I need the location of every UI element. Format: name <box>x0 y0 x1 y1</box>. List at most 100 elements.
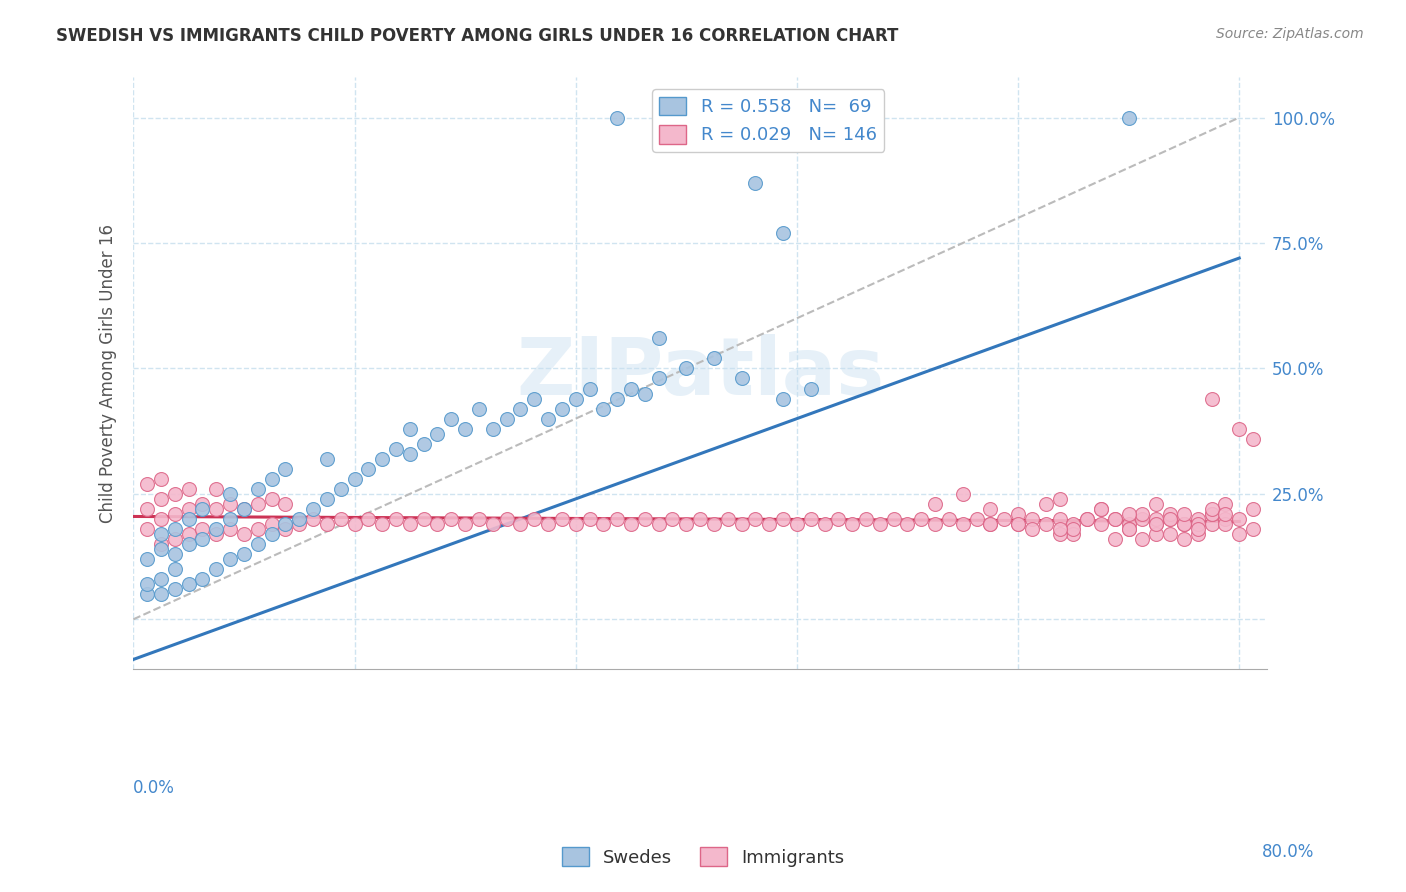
Point <box>1159 527 1181 541</box>
Point <box>1049 527 1071 541</box>
Point <box>219 512 242 526</box>
Point <box>730 516 752 531</box>
Point <box>219 552 242 566</box>
Point <box>979 516 1001 531</box>
Point <box>149 587 172 601</box>
Point <box>966 512 988 526</box>
Point <box>1062 522 1084 536</box>
Point <box>647 371 669 385</box>
Point <box>149 512 172 526</box>
Point <box>219 487 242 501</box>
Point <box>1227 512 1250 526</box>
Point <box>136 577 159 591</box>
Text: SWEDISH VS IMMIGRANTS CHILD POVERTY AMONG GIRLS UNDER 16 CORRELATION CHART: SWEDISH VS IMMIGRANTS CHILD POVERTY AMON… <box>56 27 898 45</box>
Point <box>564 516 586 531</box>
Point <box>357 512 380 526</box>
Point <box>1201 507 1223 521</box>
Point <box>136 552 159 566</box>
Point <box>260 516 283 531</box>
Point <box>385 512 408 526</box>
Point <box>578 512 600 526</box>
Point <box>302 512 325 526</box>
Point <box>1132 532 1154 546</box>
Legend: Swedes, Immigrants: Swedes, Immigrants <box>554 840 852 874</box>
Point <box>412 436 434 450</box>
Point <box>232 547 254 561</box>
Point <box>744 512 766 526</box>
Point <box>177 482 200 496</box>
Point <box>896 516 918 531</box>
Point <box>1035 516 1057 531</box>
Point <box>523 392 546 406</box>
Text: Source: ZipAtlas.com: Source: ZipAtlas.com <box>1216 27 1364 41</box>
Point <box>1173 507 1195 521</box>
Point <box>869 516 891 531</box>
Point <box>813 516 835 531</box>
Point <box>1035 497 1057 511</box>
Point <box>495 411 517 425</box>
Point <box>1227 422 1250 436</box>
Point <box>855 512 877 526</box>
Point <box>149 491 172 506</box>
Point <box>1201 392 1223 406</box>
Point <box>191 532 214 546</box>
Point <box>163 532 186 546</box>
Point <box>551 401 574 416</box>
Point <box>938 512 960 526</box>
Point <box>177 512 200 526</box>
Point <box>468 512 491 526</box>
Point <box>924 497 946 511</box>
Point <box>1187 512 1209 526</box>
Point <box>219 497 242 511</box>
Point <box>426 516 449 531</box>
Point <box>274 462 297 476</box>
Point <box>1241 502 1264 516</box>
Point <box>205 522 228 536</box>
Point <box>841 516 863 531</box>
Point <box>260 472 283 486</box>
Point <box>329 482 352 496</box>
Point <box>163 507 186 521</box>
Point <box>1144 516 1167 531</box>
Point <box>675 516 697 531</box>
Point <box>1007 516 1029 531</box>
Point <box>703 516 725 531</box>
Point <box>1007 516 1029 531</box>
Point <box>260 527 283 541</box>
Point <box>1118 111 1140 125</box>
Point <box>149 527 172 541</box>
Point <box>924 516 946 531</box>
Point <box>1201 502 1223 516</box>
Point <box>979 502 1001 516</box>
Point <box>177 527 200 541</box>
Point <box>398 447 420 461</box>
Point <box>163 522 186 536</box>
Point <box>412 512 434 526</box>
Point <box>191 497 214 511</box>
Point <box>1187 522 1209 536</box>
Point <box>1159 512 1181 526</box>
Point <box>703 351 725 366</box>
Point <box>772 226 794 240</box>
Point <box>288 512 311 526</box>
Point <box>606 111 628 125</box>
Point <box>1007 507 1029 521</box>
Point <box>551 512 574 526</box>
Point <box>260 491 283 506</box>
Point <box>454 422 477 436</box>
Point <box>191 502 214 516</box>
Point <box>509 516 531 531</box>
Point <box>1201 516 1223 531</box>
Point <box>1187 527 1209 541</box>
Point <box>315 516 337 531</box>
Point <box>800 382 823 396</box>
Point <box>1021 512 1043 526</box>
Point <box>606 512 628 526</box>
Point <box>398 422 420 436</box>
Point <box>246 537 269 551</box>
Point <box>136 476 159 491</box>
Point <box>163 487 186 501</box>
Point <box>191 572 214 586</box>
Point <box>343 472 366 486</box>
Point <box>1132 512 1154 526</box>
